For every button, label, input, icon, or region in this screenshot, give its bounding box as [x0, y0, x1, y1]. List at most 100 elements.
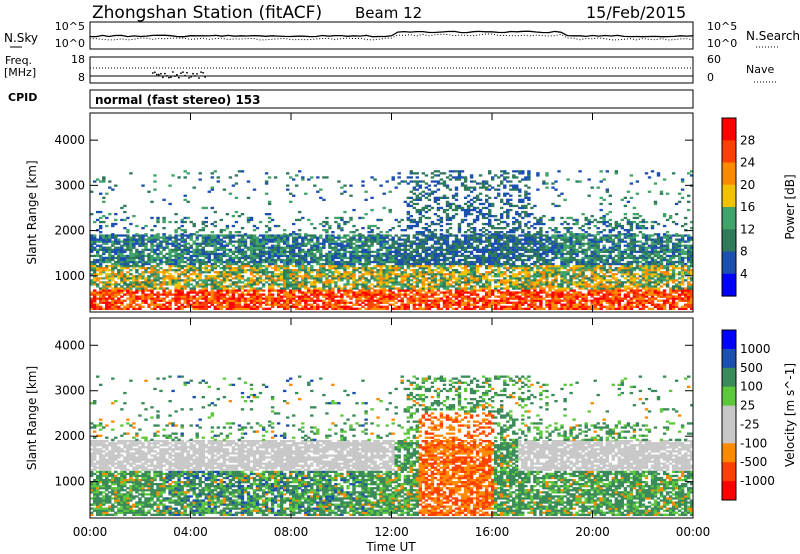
power-cell — [400, 252, 404, 256]
power-cell — [234, 254, 239, 258]
power-cell — [340, 277, 344, 280]
power-cell — [219, 256, 223, 260]
power-cell — [385, 289, 389, 292]
power-cell — [488, 215, 492, 218]
power-cell — [111, 267, 115, 270]
power-cell — [373, 238, 377, 241]
power-cell — [102, 287, 106, 290]
power-cell — [376, 248, 380, 251]
power-cell — [111, 233, 115, 236]
power-cell — [237, 240, 242, 243]
power-cell — [448, 256, 453, 260]
power-cell — [322, 281, 326, 284]
power-cell — [189, 283, 193, 286]
power-cell — [397, 305, 401, 308]
power-cell — [412, 295, 416, 298]
power-cell — [243, 279, 248, 282]
power-cell — [370, 295, 374, 298]
power-cell — [415, 252, 419, 256]
power-cell — [406, 273, 410, 276]
power-cell — [497, 267, 501, 270]
power-cell — [279, 265, 284, 268]
power-cell — [138, 254, 142, 258]
power-cell — [147, 256, 151, 260]
power-cell — [397, 248, 401, 251]
power-cell — [129, 254, 133, 258]
power-cell — [346, 260, 350, 264]
power-cell — [469, 236, 474, 239]
power-cell — [231, 267, 236, 270]
power-cell — [240, 250, 245, 253]
power-cell — [488, 260, 492, 264]
power-cell — [183, 176, 187, 179]
power-cell — [204, 285, 208, 288]
power-cell — [343, 252, 347, 256]
power-cell — [276, 293, 281, 296]
power-cell — [488, 279, 492, 282]
power-cell — [421, 277, 425, 280]
freq-scatter-point — [172, 71, 174, 73]
power-cell — [472, 200, 477, 203]
power-cell — [177, 281, 181, 284]
power-cell — [406, 277, 410, 280]
power-cell — [156, 277, 160, 280]
power-cell — [165, 295, 169, 298]
power-cell — [168, 265, 172, 268]
power-cell — [141, 287, 145, 290]
power-cell — [472, 285, 477, 288]
power-cell — [412, 198, 416, 201]
power-cell — [481, 248, 486, 251]
power-cell — [358, 307, 362, 310]
power-cell — [388, 190, 392, 193]
power-cell — [454, 260, 459, 264]
power-cell — [391, 256, 395, 260]
power-cell — [319, 254, 323, 258]
power-cell — [156, 248, 160, 251]
power-cell — [500, 198, 504, 201]
power-cell — [491, 291, 495, 294]
power-cell — [153, 297, 157, 300]
power-cell — [412, 242, 416, 245]
power-cell — [515, 267, 519, 270]
power-cell — [466, 307, 471, 310]
power-cell — [252, 236, 257, 239]
power-cell — [246, 299, 251, 302]
power-cell — [135, 256, 139, 260]
power-cell — [273, 248, 278, 251]
power-cell — [415, 182, 419, 185]
power-cell — [258, 299, 263, 302]
power-cell — [512, 297, 516, 300]
power-cell — [108, 265, 112, 268]
power-cell — [252, 299, 257, 302]
power-cell — [518, 305, 522, 308]
power-cell — [358, 279, 362, 282]
freq-scatter-point — [162, 76, 164, 79]
power-cell — [506, 267, 510, 270]
power-cell — [210, 283, 214, 286]
power-cell — [349, 218, 353, 222]
power-cell — [165, 275, 169, 278]
power-cell — [442, 182, 447, 185]
power-cell — [385, 246, 389, 249]
power-cell — [261, 248, 266, 251]
power-cell — [138, 267, 142, 270]
power-cell — [138, 236, 142, 239]
power-cell — [412, 301, 416, 304]
power-cell — [439, 172, 444, 175]
power-cell — [491, 307, 495, 310]
power-cell — [355, 244, 359, 247]
power-cell — [370, 238, 374, 241]
power-cell — [292, 275, 296, 278]
power-cell — [460, 299, 465, 302]
power-cell — [258, 295, 263, 298]
power-cell — [225, 275, 230, 278]
power-cell — [301, 244, 305, 247]
power-cell — [412, 250, 416, 253]
power-cell — [198, 234, 202, 237]
power-cell — [198, 303, 202, 306]
power-cell — [361, 295, 365, 298]
power-cell — [201, 279, 205, 282]
power-cell — [295, 260, 299, 264]
power-cell — [255, 295, 260, 298]
power-cell — [475, 256, 480, 260]
